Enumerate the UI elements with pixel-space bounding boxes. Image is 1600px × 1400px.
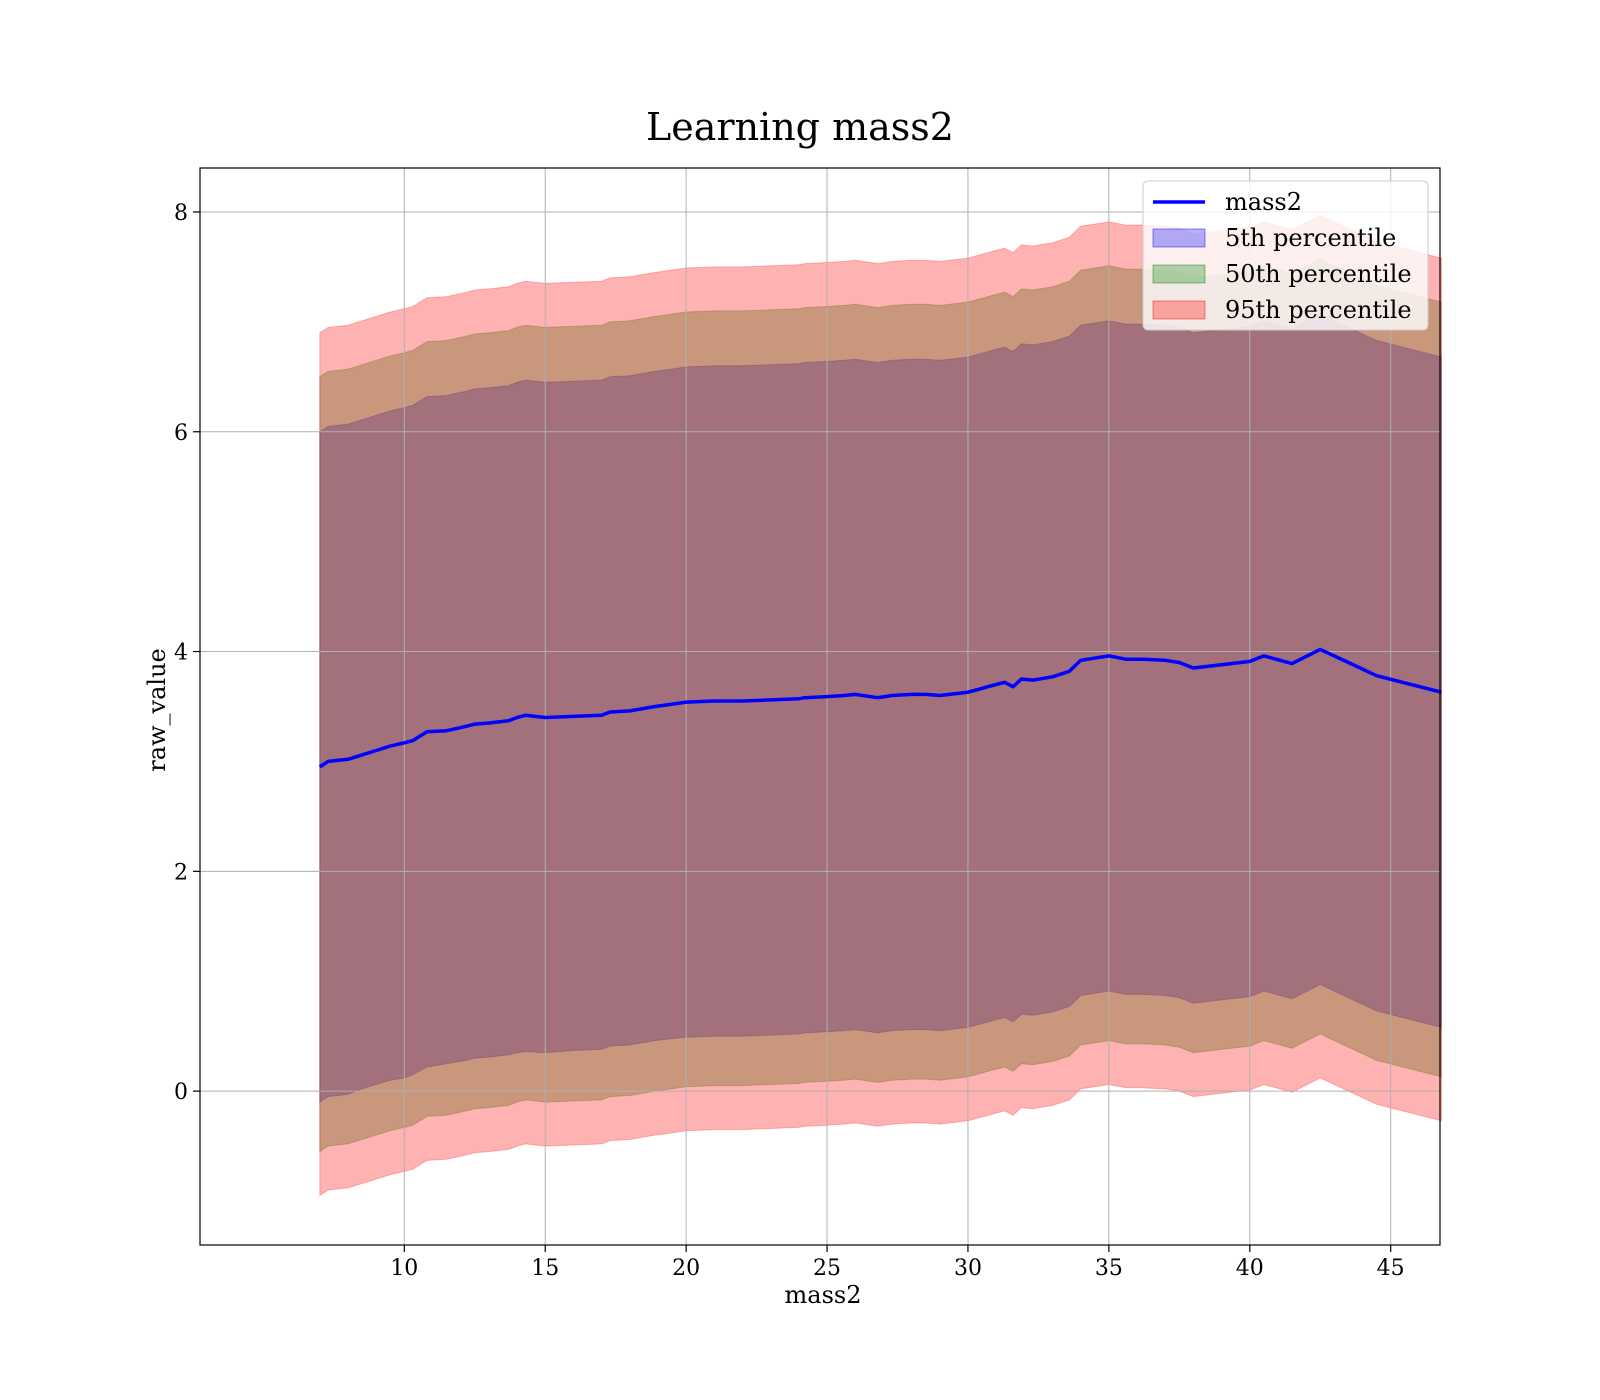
series-line-mass2 [318, 647, 1442, 769]
legend-entry-label: 50th percentile [1225, 260, 1412, 288]
x-tick-label: 45 [1377, 1256, 1405, 1281]
x-tick-label: 35 [1095, 1256, 1123, 1281]
legend-entry-label: mass2 [1225, 188, 1302, 216]
chart-title: Learning mass2 [646, 105, 954, 149]
percentile-bands [319, 214, 1442, 1197]
legend-swatch-band [1152, 264, 1206, 284]
legend-swatch-band [1152, 228, 1206, 248]
y-tick-label: 2 [174, 860, 188, 885]
y-tick-label: 6 [174, 421, 188, 446]
grid-lines [200, 168, 1440, 1245]
x-tick-label: 40 [1236, 1256, 1264, 1281]
y-tick-label: 8 [174, 201, 188, 226]
band-50th-percentile [319, 258, 1442, 1153]
legend: mass2 5th percentile 50th percentile 95th p… [1142, 180, 1429, 331]
band-95th-percentile [319, 214, 1442, 1197]
legend-entry-label: 95th percentile [1225, 296, 1412, 324]
y-axis-label: raw_value [143, 648, 171, 772]
y-tick-label: 0 [174, 1080, 188, 1105]
legend-box [1142, 180, 1429, 331]
band-5th-percentile [319, 313, 1442, 1104]
x-axis-label: mass2 [785, 1281, 862, 1309]
x-tick-label: 10 [390, 1256, 418, 1281]
x-tick-label: 20 [672, 1256, 700, 1281]
plot-frame [199, 167, 1441, 1246]
legend-swatch-band [1152, 300, 1206, 320]
x-tick-label: 30 [954, 1256, 982, 1281]
legend-entry-label: 5th percentile [1225, 224, 1396, 252]
x-tick-label: 15 [531, 1256, 559, 1281]
y-tick-label: 4 [174, 641, 188, 666]
x-tick-label: 25 [813, 1256, 841, 1281]
x-axis-ticks: 10 15 20 25 30 35 40 45 [390, 1245, 1405, 1281]
series-lines [318, 647, 1442, 769]
y-axis-ticks: 0 2 4 6 8 [174, 201, 200, 1105]
